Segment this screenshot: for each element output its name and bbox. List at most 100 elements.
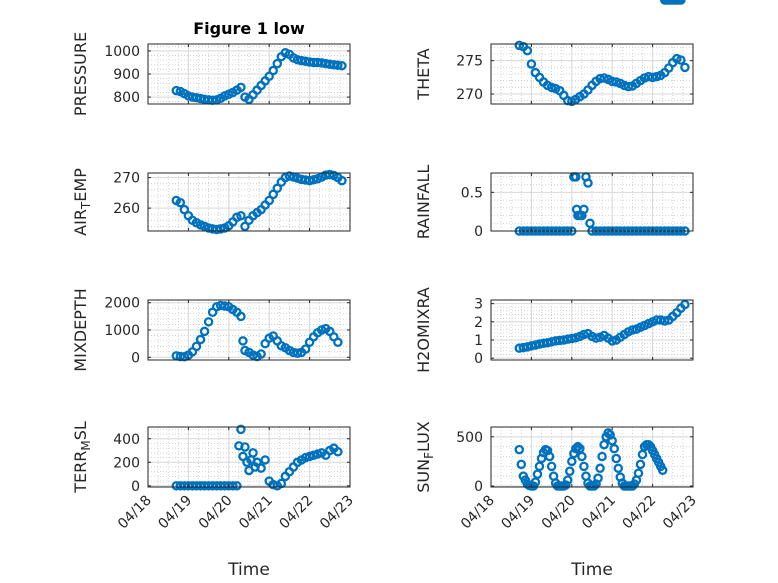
subplot-theta: 270 275 THETA	[414, 40, 694, 107]
data-point	[260, 455, 270, 465]
data-point	[248, 448, 258, 458]
data-point	[577, 451, 587, 462]
y-axis-label: MIXDEPTH	[71, 288, 90, 371]
y-tick-label: 400	[113, 432, 140, 448]
data-point	[676, 0, 686, 5]
axes-frame	[490, 43, 694, 105]
data-point	[591, 333, 601, 343]
data-point	[203, 317, 214, 327]
y-tick-label: 3	[474, 297, 483, 313]
data-point	[292, 348, 303, 358]
data-point	[659, 316, 670, 326]
data-point	[516, 459, 527, 470]
data-point	[220, 301, 230, 311]
x-tick-label: 04/20	[539, 493, 579, 533]
data-point	[236, 311, 246, 322]
y-tick-label: 800	[113, 90, 140, 106]
y-tick-label: 2	[474, 315, 483, 331]
y-tick-label: 1000	[104, 323, 140, 339]
data-point	[613, 463, 624, 474]
y-axis-label: PRESSURE	[71, 32, 90, 116]
axes-frame	[147, 426, 351, 488]
x-tick-label: 04/19	[155, 493, 195, 533]
data-point	[175, 197, 186, 208]
data-point	[325, 169, 335, 180]
y-axis-label: THETA	[414, 48, 433, 100]
data-point	[304, 175, 315, 186]
y-tick-label: 0.5	[461, 185, 483, 201]
x-tick-label: 04/22	[620, 493, 660, 533]
data-point	[272, 58, 283, 69]
y-tick-label: 500	[456, 430, 483, 446]
data-point	[518, 342, 529, 353]
y-tick-label: 1000	[104, 44, 140, 60]
data-point	[333, 446, 343, 457]
data-point	[526, 341, 537, 351]
y-tick-label: 900	[113, 67, 140, 83]
data-point	[676, 55, 686, 65]
data-point	[300, 344, 311, 354]
x-tick-label: 04/23	[317, 493, 357, 533]
y-axis-label: H2OMIXRA	[414, 287, 433, 373]
data-point	[232, 481, 242, 491]
data-point	[268, 189, 278, 200]
data-point	[609, 443, 619, 454]
data-point	[583, 178, 593, 188]
data-point	[333, 337, 343, 348]
data-point	[337, 175, 347, 186]
data-point	[530, 340, 541, 350]
y-tick-label: 0	[474, 224, 483, 240]
data-point	[240, 221, 250, 232]
data-point	[526, 59, 537, 69]
y-tick-label: 275	[456, 54, 483, 70]
y-tick-label: 0	[474, 479, 483, 495]
y-tick-label: 200	[113, 455, 140, 471]
subplot-rainfall: 0 0.5 RAINFALL	[414, 165, 694, 240]
data-point	[337, 60, 347, 71]
data-point	[593, 473, 603, 483]
data-point	[199, 326, 210, 337]
data-point	[597, 451, 607, 462]
data-point	[542, 337, 553, 348]
y-tick-label: 0	[131, 350, 140, 366]
data-point	[236, 424, 246, 435]
x-axis-label: Time	[570, 560, 613, 580]
data-point	[563, 475, 573, 485]
data-point	[195, 334, 206, 345]
data-point	[657, 465, 668, 476]
data-point	[633, 468, 644, 478]
data-point	[546, 461, 557, 472]
data-point	[565, 466, 575, 477]
subplot-air-temp: 260 270 AIRTEMP	[71, 168, 351, 236]
data-point	[680, 62, 690, 73]
data-point	[514, 444, 525, 455]
data-point	[623, 81, 634, 92]
axes-frame	[490, 299, 694, 361]
data-point	[308, 174, 319, 185]
data-point	[579, 461, 589, 472]
data-point	[522, 45, 533, 56]
subplot-terr-msl: 0 200 400 TERRMSL 04/18 04/19 04/20 04/21 04/22 0…	[71, 421, 357, 580]
y-axis-label: TERRMSL	[71, 421, 93, 494]
data-point	[268, 65, 278, 76]
data-point	[611, 453, 621, 464]
data-point	[236, 210, 246, 221]
x-tick-label: 04/18	[458, 493, 498, 533]
y-axis-label: SUNFLUX	[414, 421, 436, 493]
axes-frame	[490, 172, 694, 232]
data-point	[595, 463, 605, 474]
x-tick-label: 04/18	[115, 493, 155, 533]
data-point	[522, 342, 533, 352]
data-point	[191, 341, 202, 352]
data-point	[240, 442, 250, 452]
data-point	[579, 204, 589, 215]
axes-frame	[147, 172, 351, 232]
data-point	[333, 60, 343, 70]
y-axis-label: AIRTEMP	[71, 168, 93, 236]
data-point	[647, 72, 658, 83]
y-tick-label: 1	[474, 333, 483, 349]
data-point	[680, 299, 690, 310]
data-point	[284, 171, 295, 181]
data-point	[179, 204, 190, 215]
